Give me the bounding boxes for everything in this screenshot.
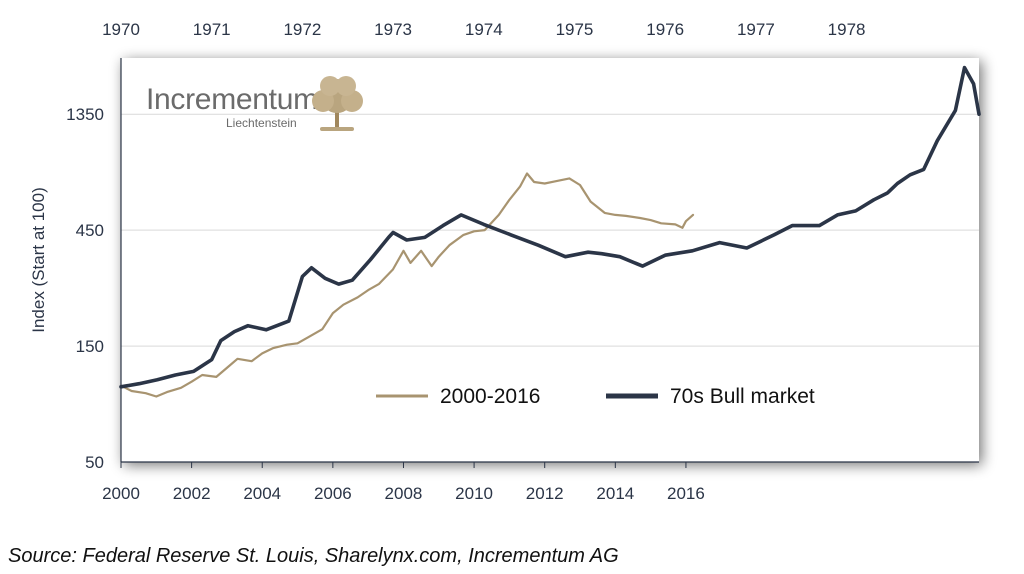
x-tick-label-bottom: 2012: [526, 484, 564, 503]
plot-area: [121, 58, 979, 462]
x-tick-label-top: 1970: [102, 20, 140, 39]
x-tick-label-bottom: 2016: [667, 484, 705, 503]
y-axis-label: Index (Start at 100): [29, 187, 48, 333]
x-tick-label-bottom: 2002: [173, 484, 211, 503]
x-tick-label-top: 1975: [556, 20, 594, 39]
x-tick-label-top: 1977: [737, 20, 775, 39]
tick-labels: 50 150 450 1350 2000 2002 2004 2006 2008 2010 2012…: [66, 20, 865, 503]
grid: [121, 113, 979, 347]
x-tick-label-top: 1973: [374, 20, 412, 39]
brand-logo: Incrementum Liechtenstein: [146, 76, 363, 131]
x-tick-label-top: 1972: [283, 20, 321, 39]
y-tick-label: 150: [76, 337, 104, 356]
y-tick-label: 50: [85, 453, 104, 472]
tree-icon: [312, 76, 363, 131]
x-tick-label-top: 1971: [193, 20, 231, 39]
series-line-2000-2016: [119, 172, 695, 398]
x-tick-label-top: 1976: [646, 20, 684, 39]
x-tick-label-bottom: 2008: [385, 484, 423, 503]
axes: [120, 58, 979, 468]
source-note: Source: Federal Reserve St. Louis, Share…: [8, 545, 619, 567]
legend-label-70s: 70s Bull market: [670, 385, 815, 408]
series-line-70s-bull-market: [119, 65, 981, 389]
y-tick-label: 450: [76, 221, 104, 240]
x-tick-label-bottom: 2000: [102, 484, 140, 503]
brand-name: Incrementum: [146, 83, 318, 116]
legend-label-2000s: 2000-2016: [440, 385, 540, 408]
x-tick-label-bottom: 2004: [243, 484, 281, 503]
x-tick-label-bottom: 2010: [455, 484, 493, 503]
x-tick-label-top: 1978: [828, 20, 866, 39]
x-tick-label-bottom: 2006: [314, 484, 352, 503]
series-layer: [119, 65, 981, 398]
y-tick-label: 1350: [66, 105, 104, 124]
brand-subtitle: Liechtenstein: [226, 116, 297, 130]
x-tick-label-top: 1974: [465, 20, 503, 39]
x-tick-label-bottom: 2014: [596, 484, 634, 503]
legend: 2000-2016 70s Bull market: [376, 385, 815, 408]
